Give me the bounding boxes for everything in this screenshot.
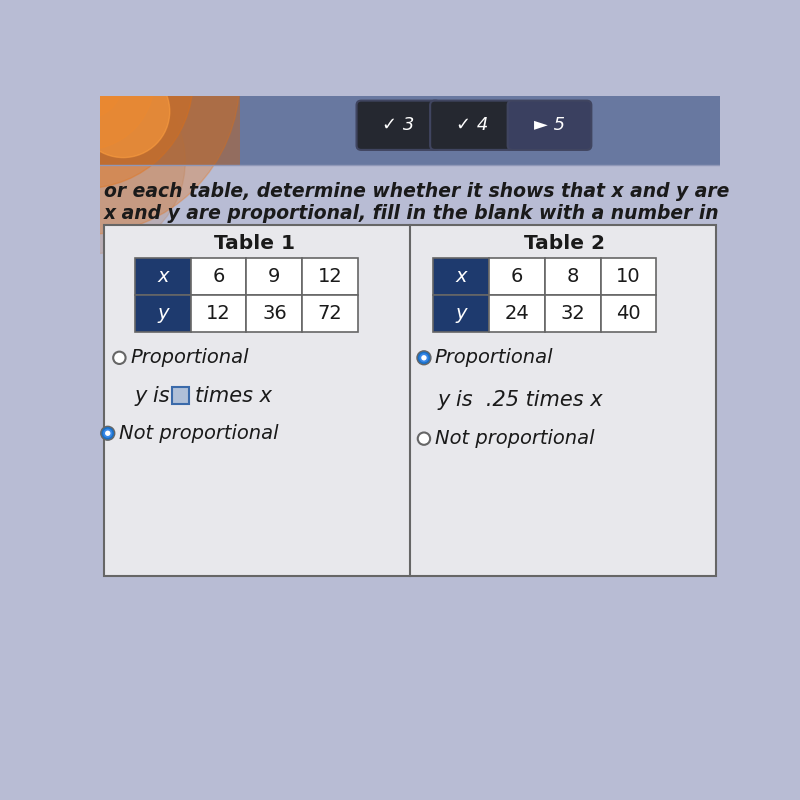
Text: 12: 12 (206, 304, 231, 322)
FancyBboxPatch shape (601, 258, 657, 294)
Text: Proportional: Proportional (130, 348, 249, 367)
Circle shape (0, 69, 186, 254)
Circle shape (105, 430, 110, 436)
FancyBboxPatch shape (434, 258, 489, 294)
FancyBboxPatch shape (104, 226, 716, 576)
Text: 32: 32 (560, 304, 585, 322)
FancyBboxPatch shape (489, 294, 545, 332)
Circle shape (0, 0, 193, 188)
Text: x: x (157, 266, 169, 286)
Text: Table 1: Table 1 (214, 234, 295, 254)
Text: or each table, determine whether it shows that x and y are: or each table, determine whether it show… (104, 182, 730, 202)
Circle shape (418, 433, 430, 445)
Text: 12: 12 (318, 266, 342, 286)
Text: 10: 10 (616, 266, 641, 286)
FancyBboxPatch shape (172, 387, 189, 404)
Text: times x: times x (194, 386, 271, 406)
Circle shape (14, 11, 154, 150)
Text: y is  .25 times x: y is .25 times x (437, 390, 602, 410)
Circle shape (422, 355, 426, 361)
Text: Table 2: Table 2 (525, 234, 606, 254)
Text: Proportional: Proportional (435, 348, 554, 367)
FancyBboxPatch shape (190, 294, 246, 332)
FancyBboxPatch shape (430, 101, 514, 150)
FancyBboxPatch shape (135, 294, 190, 332)
FancyBboxPatch shape (246, 258, 302, 294)
Text: 6: 6 (510, 266, 523, 286)
Circle shape (46, 42, 123, 119)
FancyBboxPatch shape (489, 258, 545, 294)
Text: y: y (455, 304, 467, 322)
Text: Not proportional: Not proportional (435, 429, 594, 448)
Text: 9: 9 (268, 266, 281, 286)
FancyBboxPatch shape (302, 258, 358, 294)
Text: 6: 6 (212, 266, 225, 286)
FancyBboxPatch shape (545, 258, 601, 294)
FancyBboxPatch shape (434, 294, 489, 332)
Circle shape (103, 429, 112, 438)
Circle shape (417, 351, 431, 365)
Text: ► 5: ► 5 (534, 116, 565, 134)
Circle shape (419, 353, 429, 362)
FancyBboxPatch shape (246, 294, 302, 332)
FancyBboxPatch shape (357, 101, 440, 150)
Text: 72: 72 (318, 304, 342, 322)
FancyBboxPatch shape (302, 294, 358, 332)
Text: y is: y is (135, 386, 177, 406)
Text: ✓ 4: ✓ 4 (456, 116, 488, 134)
FancyBboxPatch shape (508, 101, 591, 150)
Text: 8: 8 (566, 266, 579, 286)
FancyBboxPatch shape (100, 96, 239, 166)
Text: x and y are proportional, fill in the blank with a number in: x and y are proportional, fill in the bl… (104, 204, 719, 222)
FancyBboxPatch shape (601, 294, 657, 332)
Text: 24: 24 (505, 304, 530, 322)
FancyBboxPatch shape (190, 258, 246, 294)
Text: y: y (157, 304, 169, 322)
Text: 36: 36 (262, 304, 286, 322)
Circle shape (101, 426, 114, 440)
Text: x: x (455, 266, 467, 286)
Text: ✓ 3: ✓ 3 (382, 116, 414, 134)
Circle shape (113, 352, 126, 364)
FancyBboxPatch shape (100, 166, 720, 712)
Circle shape (77, 65, 170, 158)
Text: 40: 40 (616, 304, 641, 322)
FancyBboxPatch shape (135, 258, 190, 294)
FancyBboxPatch shape (545, 294, 601, 332)
Circle shape (0, 0, 239, 234)
FancyBboxPatch shape (100, 96, 720, 166)
Text: Not proportional: Not proportional (118, 424, 278, 442)
